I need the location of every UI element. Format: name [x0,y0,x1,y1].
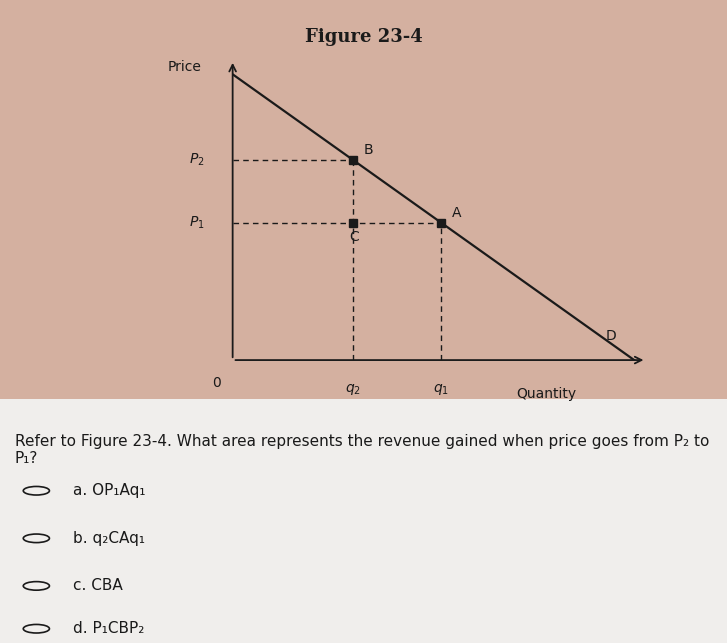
Text: A: A [451,206,461,220]
Text: b. q₂CAq₁: b. q₂CAq₁ [73,531,145,546]
Text: B: B [364,143,373,158]
Text: $q_1$: $q_1$ [433,381,449,397]
Text: Price: Price [167,60,201,75]
Text: $P_1$: $P_1$ [189,215,204,231]
Text: d. P₁CBP₂: d. P₁CBP₂ [73,621,144,636]
Text: 0: 0 [212,376,221,390]
Text: Figure 23-4: Figure 23-4 [305,28,422,46]
Text: c. CBA: c. CBA [73,579,122,593]
Text: a. OP₁Aq₁: a. OP₁Aq₁ [73,484,145,498]
Text: $P_2$: $P_2$ [189,152,204,168]
Text: $q_2$: $q_2$ [345,381,361,397]
Text: C: C [349,230,359,244]
Text: D: D [606,329,617,343]
Text: Quantity: Quantity [516,387,576,401]
Text: Refer to Figure 23-4. What area represents the revenue gained when price goes fr: Refer to Figure 23-4. What area represen… [15,433,709,466]
